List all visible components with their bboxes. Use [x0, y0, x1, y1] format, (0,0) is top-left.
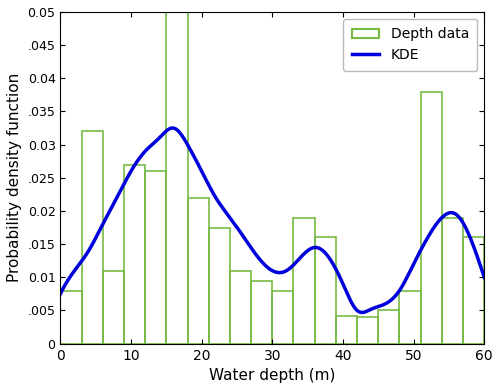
Bar — [272, 291, 293, 344]
Legend: Depth data, KDE: Depth data, KDE — [344, 19, 477, 71]
X-axis label: Water depth (m): Water depth (m) — [209, 368, 336, 383]
Bar — [188, 198, 208, 344]
Bar — [102, 271, 124, 344]
Bar — [336, 316, 357, 344]
Bar — [442, 218, 463, 344]
Bar — [60, 291, 82, 344]
Bar — [124, 165, 145, 344]
Bar — [420, 92, 442, 344]
Bar — [82, 131, 102, 344]
Bar — [378, 310, 400, 344]
Bar — [400, 291, 420, 344]
Bar — [463, 238, 484, 344]
Bar — [166, 12, 188, 344]
Bar — [357, 317, 378, 344]
Bar — [208, 227, 230, 344]
Y-axis label: Probability density function: Probability density function — [7, 73, 22, 282]
Bar — [145, 171, 167, 344]
Bar — [230, 271, 251, 344]
Bar — [314, 238, 336, 344]
Bar — [294, 218, 314, 344]
Bar — [251, 281, 272, 344]
